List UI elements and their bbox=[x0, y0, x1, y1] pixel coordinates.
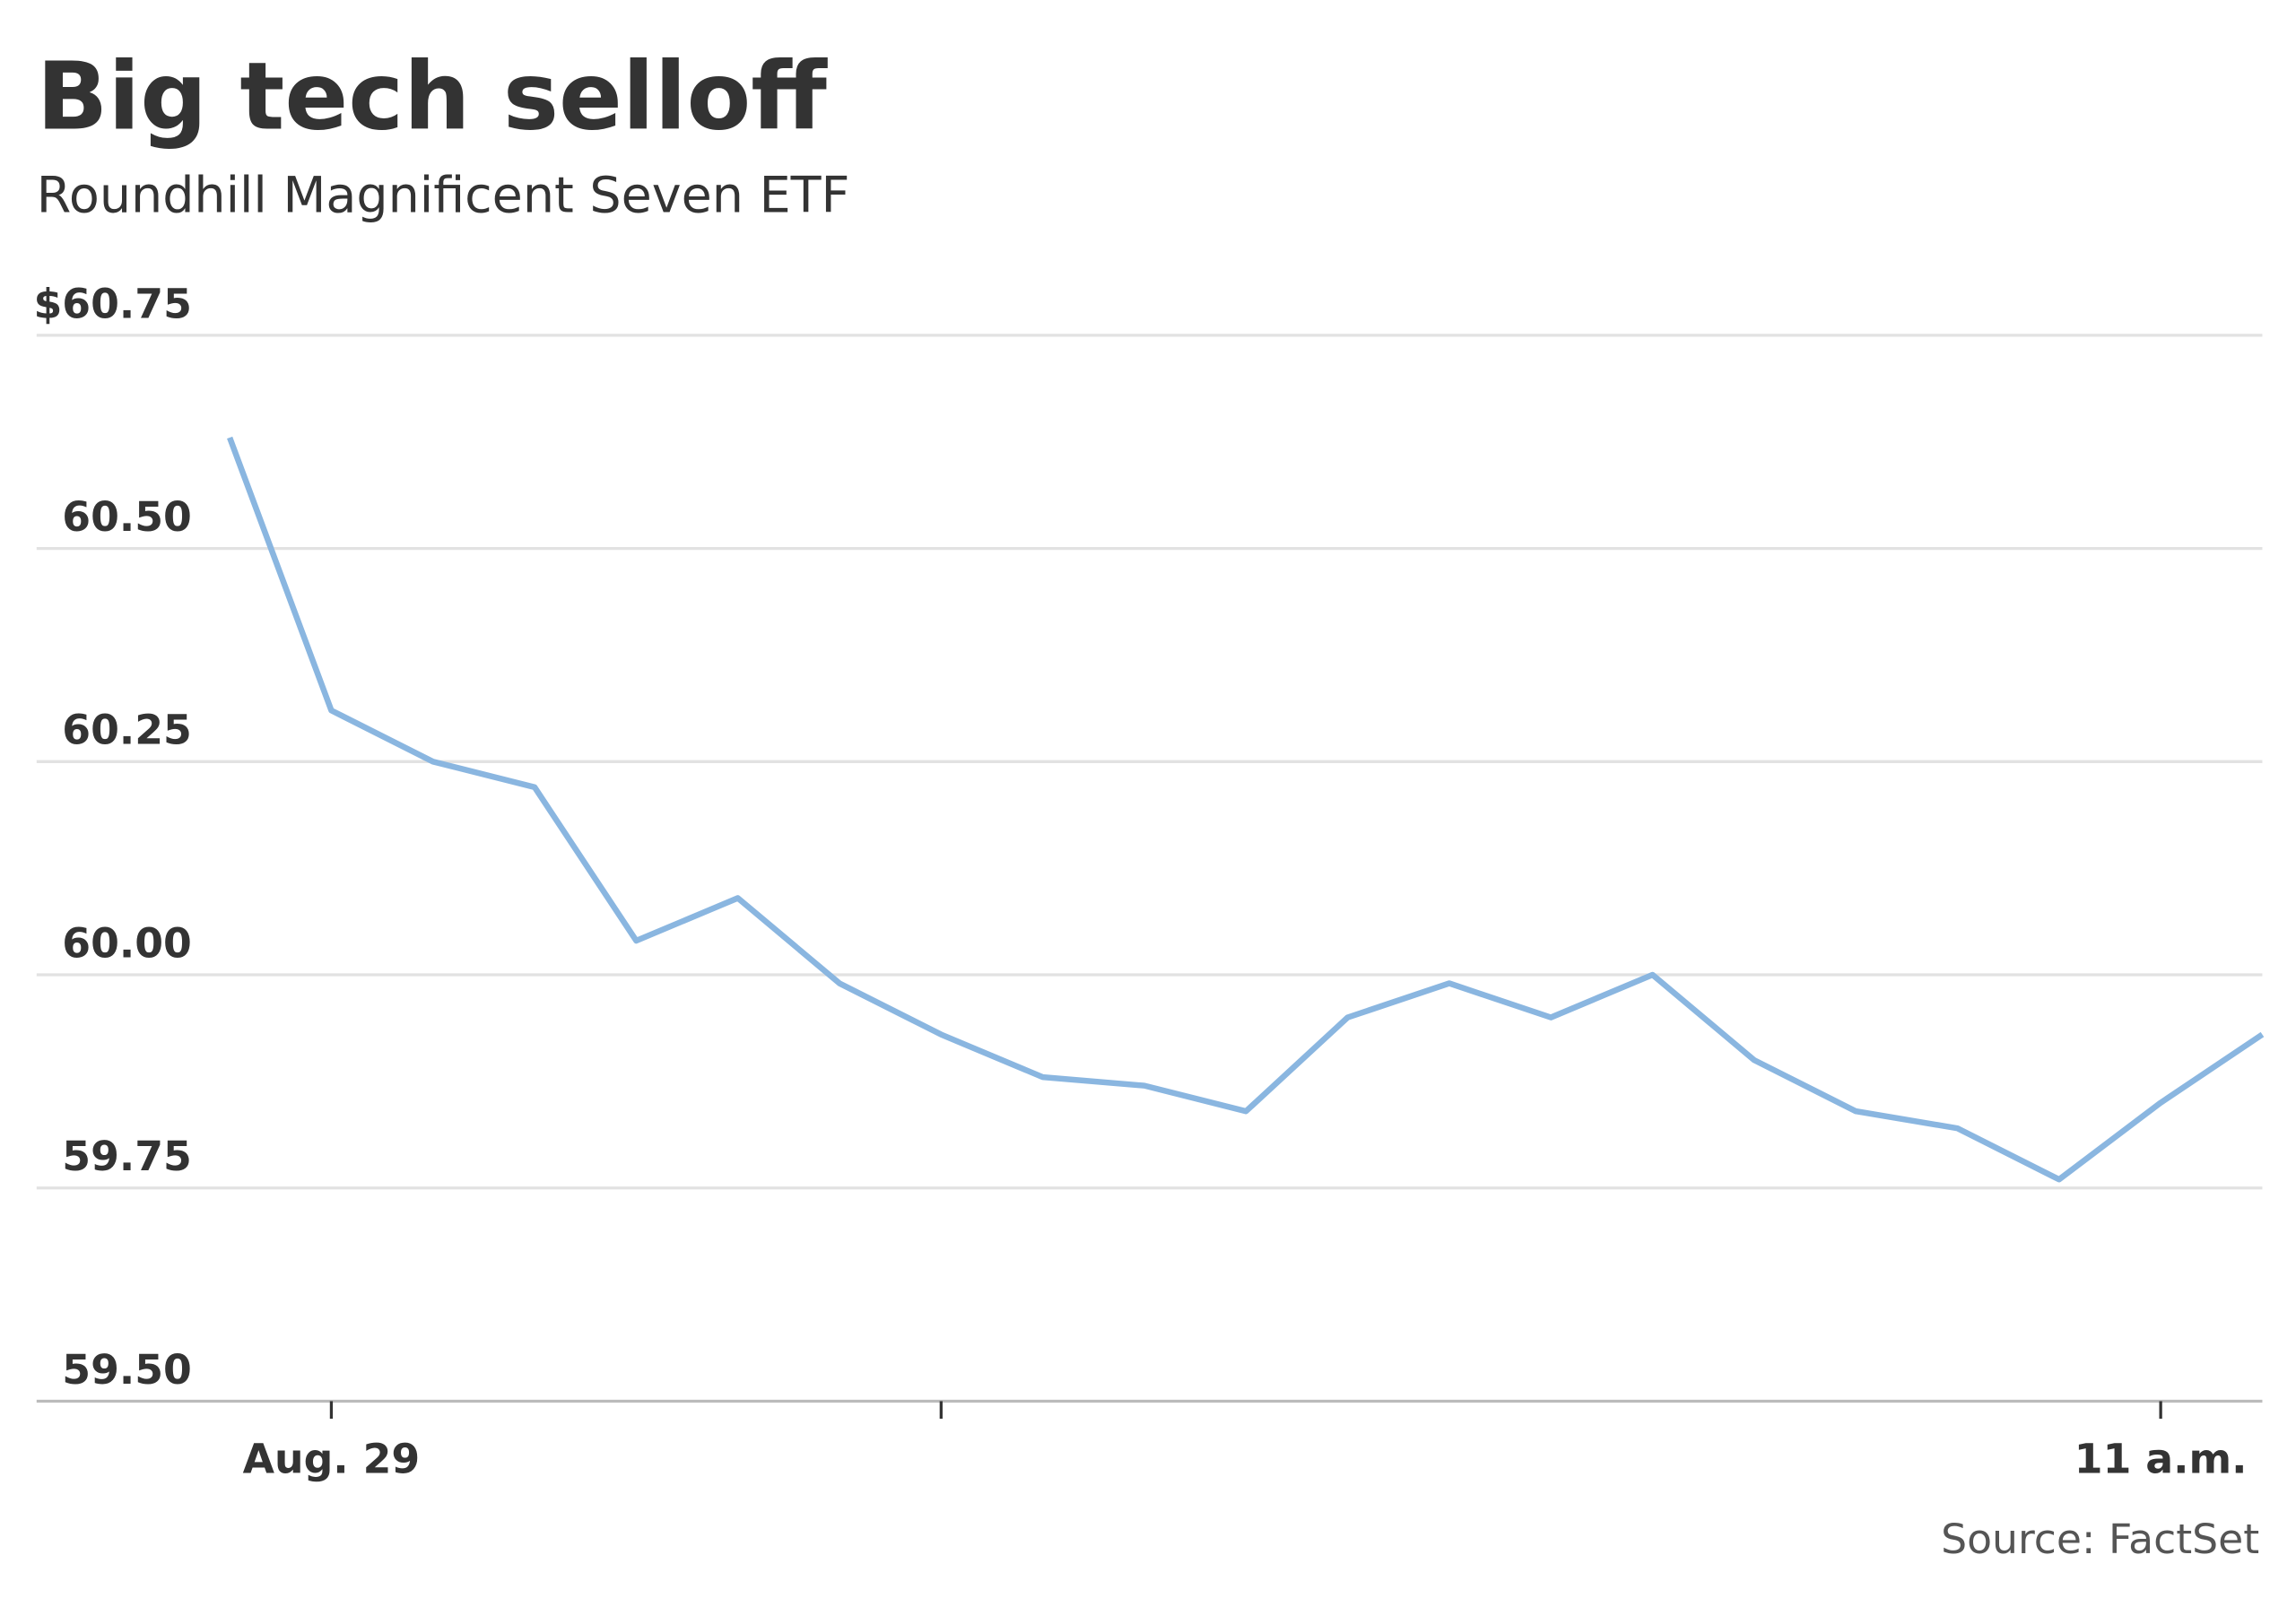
chart-title: Big tech selloff bbox=[37, 42, 828, 152]
y-tick-label: $60.75 bbox=[34, 280, 192, 327]
source: Source: FactSet bbox=[1941, 1516, 2259, 1563]
y-tick-label: 60.50 bbox=[62, 493, 192, 541]
y-tick-label: 59.75 bbox=[62, 1133, 192, 1180]
price-line bbox=[227, 436, 2265, 1183]
x-tick-label: Aug. 29 bbox=[243, 1435, 420, 1482]
chart-subtitle: Roundhill Magnificent Seven ETF bbox=[37, 167, 850, 225]
x-tick-label: 11 a.m. bbox=[2074, 1435, 2248, 1482]
y-tick-label: 60.25 bbox=[62, 707, 192, 754]
y-tick-label: 59.50 bbox=[62, 1346, 192, 1394]
y-tick-label: 60.00 bbox=[62, 919, 192, 967]
